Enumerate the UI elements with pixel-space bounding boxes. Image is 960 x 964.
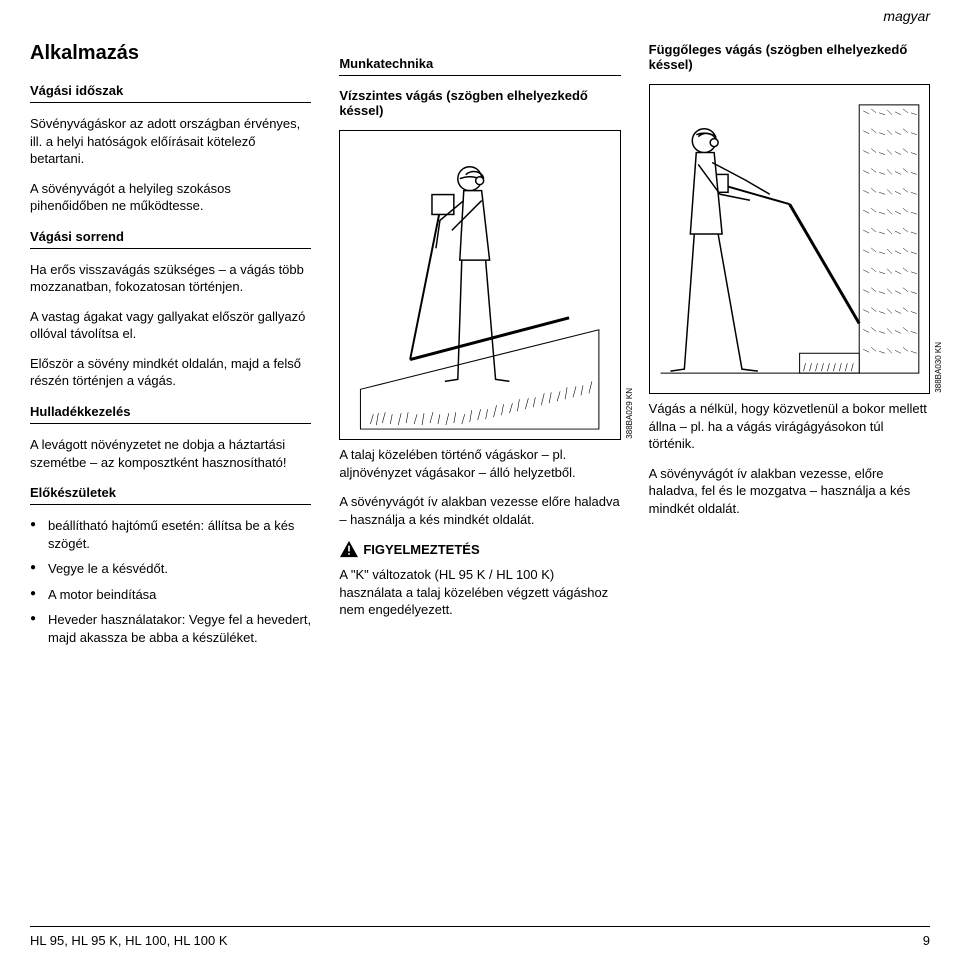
para-thick-branches: A vastag ágakat vagy gallyakat először g… bbox=[30, 308, 311, 343]
list-item: Vegye le a késvédőt. bbox=[30, 560, 311, 578]
para-near-ground: A talaj közelében történő vágáskor – pl.… bbox=[339, 446, 620, 481]
preparation-list: beállítható hajtómű esetén: állítsa be a… bbox=[30, 517, 311, 646]
heading-fuggoleges: Függőleges vágás (szögben elhelyezkedő k… bbox=[649, 42, 930, 72]
content-columns: Alkalmazás Vágási időszak Sövényvágáskor… bbox=[30, 42, 930, 658]
column-3: Függőleges vágás (szögben elhelyezkedő k… bbox=[649, 42, 930, 658]
figure-horizontal-cut: 388BA029 KN bbox=[339, 130, 620, 440]
para-compost: A levágott növényzetet ne dobja a háztar… bbox=[30, 436, 311, 471]
page-footer: HL 95, HL 95 K, HL 100, HL 100 K 9 bbox=[30, 926, 930, 948]
heading-vagasi-idoszak: Vágási időszak bbox=[30, 83, 311, 103]
para-rest-period: A sövényvágót a helyileg szokásos pihenő… bbox=[30, 180, 311, 215]
list-item: beállítható hajtómű esetén: állítsa be a… bbox=[30, 517, 311, 552]
main-heading-alkalmazas: Alkalmazás bbox=[30, 42, 311, 65]
heading-vagasi-sorrend: Vágási sorrend bbox=[30, 229, 311, 249]
para-country-rules: Sövényvágáskor az adott országban érvény… bbox=[30, 115, 311, 168]
column-2: Munkatechnika Vízszintes vágás (szögben … bbox=[339, 42, 620, 658]
para-arc-updown: A sövényvágót ív alakban vezesse, előre … bbox=[649, 465, 930, 518]
illustration-horizontal bbox=[340, 131, 619, 439]
list-item: Heveder használatakor: Vegye fel a heved… bbox=[30, 611, 311, 646]
warning-icon bbox=[339, 540, 359, 558]
heading-vizszintes: Vízszintes vágás (szögben elhelyezkedő k… bbox=[339, 88, 620, 118]
column-1: Alkalmazás Vágási időszak Sövényvágáskor… bbox=[30, 42, 311, 658]
heading-munkatechnika: Munkatechnika bbox=[339, 56, 620, 76]
para-without-standing: Vágás a nélkül, hogy közvetlenül a bokor… bbox=[649, 400, 930, 453]
para-heavy-cut: Ha erős visszavágás szükséges – a vágás … bbox=[30, 261, 311, 296]
heading-hulladekkezeles: Hulladékkezelés bbox=[30, 404, 311, 424]
para-arc-forward: A sövényvágót ív alakban vezesse előre h… bbox=[339, 493, 620, 528]
footer-page-number: 9 bbox=[923, 933, 930, 948]
para-both-sides: Először a sövény mindkét oldalán, majd a… bbox=[30, 355, 311, 390]
illustration-vertical bbox=[650, 85, 929, 393]
warning-text: FIGYELMEZTETÉS bbox=[363, 542, 479, 557]
warning-label: FIGYELMEZTETÉS bbox=[339, 540, 620, 558]
list-item: A motor beindítása bbox=[30, 586, 311, 604]
language-label: magyar bbox=[883, 8, 930, 24]
heading-elokeszuletek: Előkészületek bbox=[30, 485, 311, 505]
para-k-variants: A "K" változatok (HL 95 K / HL 100 K) ha… bbox=[339, 566, 620, 619]
figure-label: 388BA029 KN bbox=[625, 388, 634, 439]
footer-models: HL 95, HL 95 K, HL 100, HL 100 K bbox=[30, 933, 228, 948]
figure-vertical-cut: 388BA030 KN bbox=[649, 84, 930, 394]
figure-label: 388BA030 KN bbox=[934, 342, 943, 393]
